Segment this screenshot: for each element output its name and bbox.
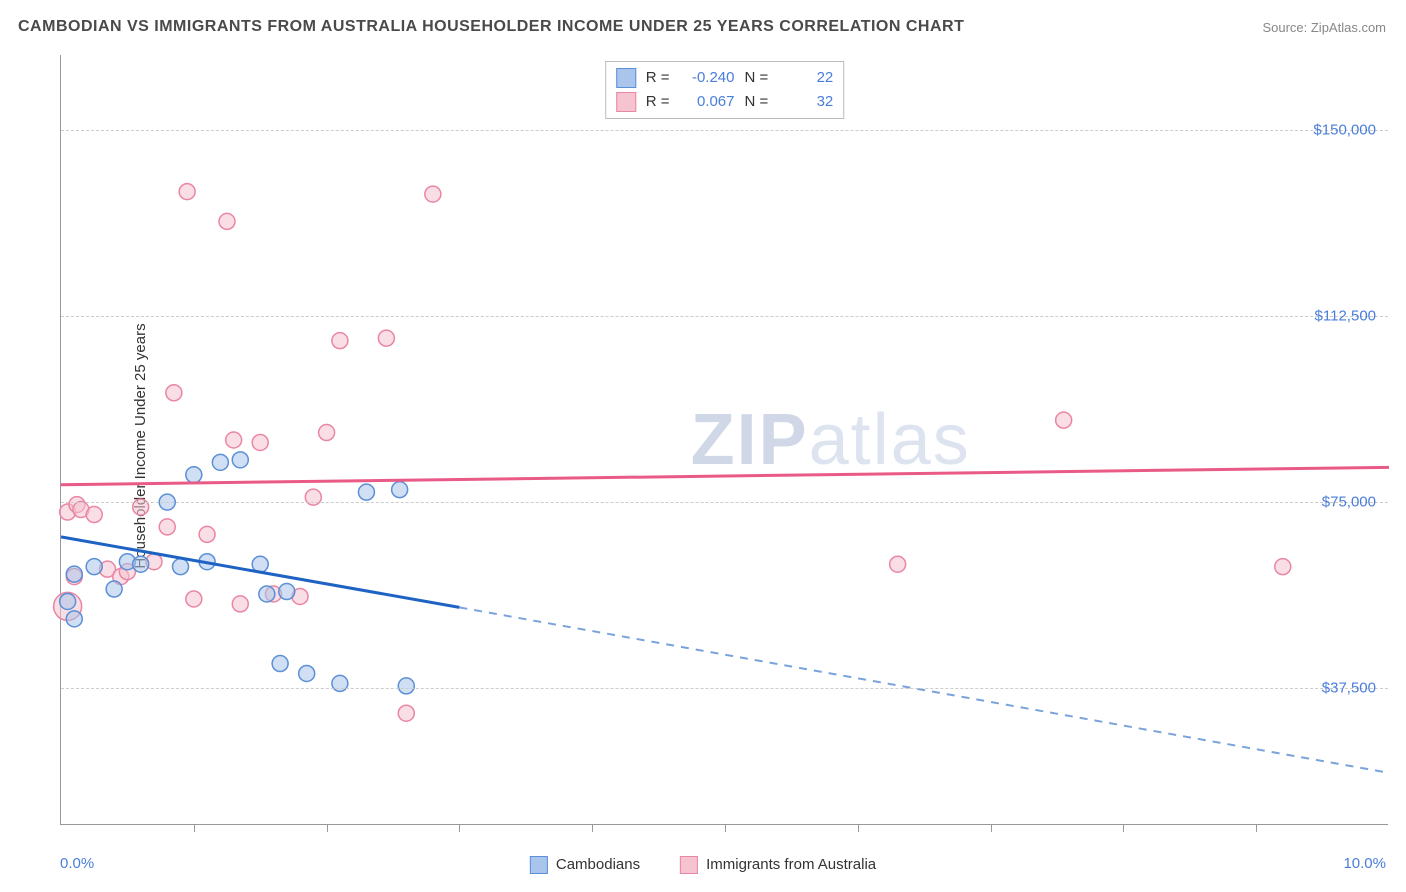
gridline	[61, 130, 1388, 131]
x-tick	[858, 824, 859, 832]
gridline	[61, 316, 1388, 317]
legend-label: Immigrants from Australia	[706, 856, 876, 873]
legend-item-cambodians: Cambodians	[530, 856, 640, 874]
x-axis-min-label: 0.0%	[60, 855, 94, 872]
gridline	[61, 502, 1388, 503]
x-tick	[1256, 824, 1257, 832]
x-axis-max-label: 10.0%	[1343, 855, 1386, 872]
gridline	[61, 688, 1388, 689]
plot-area: ZIPatlas R = -0.240 N = 22 R = 0.067 N =…	[60, 55, 1388, 825]
plot-svg	[61, 55, 1388, 824]
y-tick-label: $37,500	[1322, 680, 1376, 697]
legend-item-australians: Immigrants from Australia	[680, 856, 876, 874]
x-tick	[194, 824, 195, 832]
x-tick	[1123, 824, 1124, 832]
x-tick	[459, 824, 460, 832]
bottom-legend: Cambodians Immigrants from Australia	[530, 856, 876, 874]
legend-label: Cambodians	[556, 856, 640, 873]
legend-swatch-icon	[530, 856, 548, 874]
legend-swatch-icon	[680, 856, 698, 874]
x-tick	[592, 824, 593, 832]
y-tick-label: $75,000	[1322, 494, 1376, 511]
source-label: Source: ZipAtlas.com	[1262, 20, 1386, 35]
y-tick-label: $112,500	[1315, 307, 1376, 324]
y-tick-label: $150,000	[1313, 121, 1376, 138]
x-tick	[327, 824, 328, 832]
chart-title: CAMBODIAN VS IMMIGRANTS FROM AUSTRALIA H…	[18, 18, 964, 36]
x-tick	[991, 824, 992, 832]
x-tick	[725, 824, 726, 832]
